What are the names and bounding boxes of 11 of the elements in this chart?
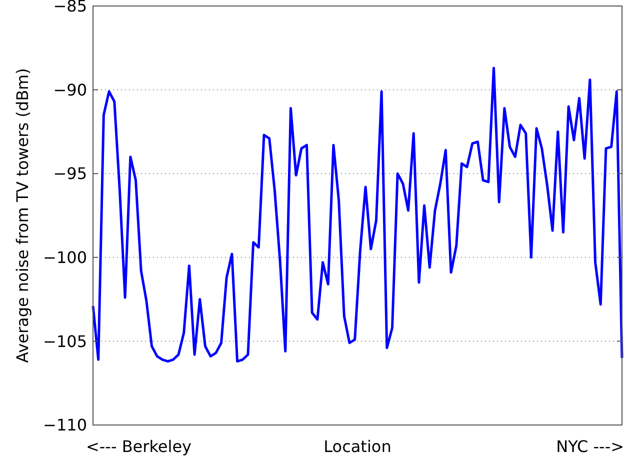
- x-axis-title: Location: [324, 437, 392, 456]
- y-axis-title: Average noise from TV towers (dBm): [13, 68, 32, 363]
- y-tick-label: −100: [43, 248, 87, 267]
- y-tick-label: −95: [53, 164, 87, 184]
- y-tick-label: −105: [43, 332, 87, 351]
- line-series: [92, 66, 624, 363]
- text: <--- Berkeley: [86, 437, 192, 456]
- text: NYC --->: [556, 437, 624, 456]
- y-tick-label: −85: [53, 0, 87, 16]
- y-tick-label: −90: [53, 80, 87, 100]
- y-tick-label: −110: [43, 416, 87, 435]
